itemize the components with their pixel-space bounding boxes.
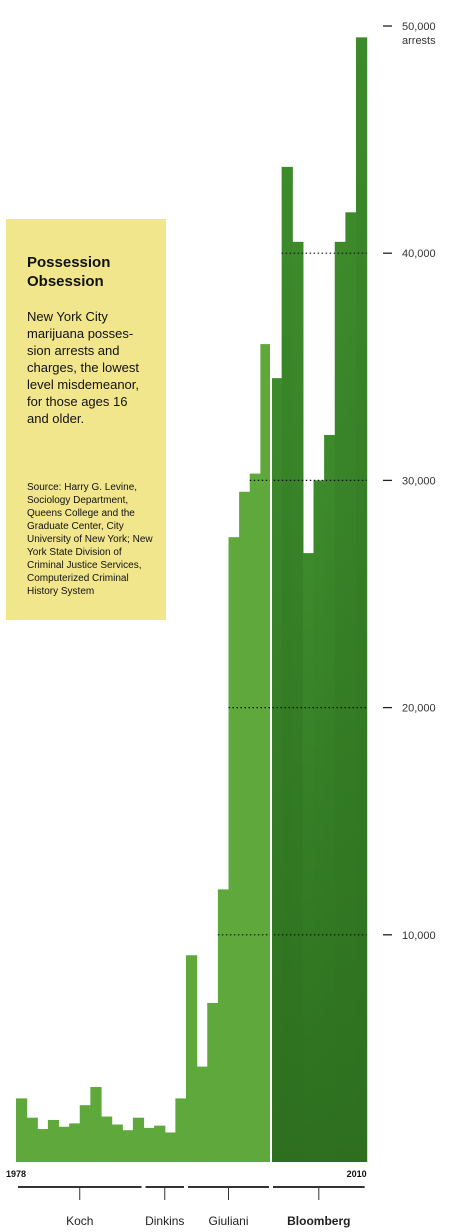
bar-2006 bbox=[313, 480, 325, 1162]
chart-title: Possession Obsession bbox=[27, 254, 111, 290]
bar-1989 bbox=[132, 1117, 145, 1162]
bar-2007 bbox=[324, 434, 336, 1163]
administration-brackets: Koch Dinkins Giuliani Bloomberg bbox=[18, 1186, 365, 1228]
x-axis: 1978 2010 bbox=[6, 1169, 367, 1179]
bar-1992 bbox=[164, 1132, 176, 1162]
bar-1994 bbox=[186, 955, 198, 1162]
bar-2008 bbox=[334, 241, 346, 1163]
admin-label-koch: Koch bbox=[66, 1214, 93, 1228]
gridlines bbox=[217, 252, 367, 936]
bar-1990 bbox=[143, 1127, 155, 1162]
bar-1991 bbox=[154, 1125, 166, 1162]
bar-1983 bbox=[69, 1123, 81, 1162]
admin-label-giuliani: Giuliani bbox=[208, 1214, 248, 1228]
bar-2009 bbox=[345, 212, 357, 1162]
bar-1987 bbox=[111, 1124, 123, 1162]
bar-1998 bbox=[228, 537, 240, 1162]
y-tick-label-10000: 10,000 bbox=[402, 930, 436, 942]
bar-1986 bbox=[101, 1116, 113, 1162]
bar-2005 bbox=[302, 553, 315, 1162]
bar-1978 bbox=[16, 1098, 28, 1162]
bar-1985 bbox=[90, 1087, 102, 1162]
bar-2003 bbox=[281, 166, 293, 1162]
bar-2001 bbox=[260, 344, 272, 1163]
bar-2004 bbox=[292, 241, 304, 1163]
bar-1984 bbox=[79, 1105, 91, 1162]
info-box: Possession Obsession New York City marij… bbox=[6, 219, 166, 620]
y-tick-label-30000: 30,000 bbox=[402, 475, 436, 487]
x-label-start: 1978 bbox=[6, 1169, 26, 1179]
bar-1995 bbox=[196, 1066, 208, 1162]
bar-1997 bbox=[217, 889, 230, 1162]
bar-1979 bbox=[26, 1117, 38, 1162]
bar-1981 bbox=[47, 1119, 60, 1162]
y-unit-label: arrests bbox=[402, 35, 436, 47]
bar-2010 bbox=[356, 37, 368, 1163]
bar-1996 bbox=[207, 1002, 219, 1162]
admin-label-bloomberg: Bloomberg bbox=[287, 1214, 350, 1228]
x-label-end: 2010 bbox=[347, 1169, 367, 1179]
bars bbox=[16, 37, 368, 1163]
bar-1993 bbox=[175, 1098, 187, 1162]
y-tick-label-50000: 50,000 bbox=[402, 21, 436, 33]
bar-1982 bbox=[58, 1126, 70, 1162]
bar-2000 bbox=[249, 473, 261, 1163]
bar-1988 bbox=[122, 1130, 134, 1162]
bar-1999 bbox=[239, 491, 251, 1162]
y-tick-label-40000: 40,000 bbox=[402, 248, 436, 260]
y-axis: 10,000 20,000 30,000 40,000 50,000 arrests bbox=[383, 21, 436, 942]
bar-2002 bbox=[271, 378, 283, 1162]
admin-label-dinkins: Dinkins bbox=[145, 1214, 184, 1228]
source-note: Source: Harry G. Levine, Sociology Depar… bbox=[27, 482, 153, 597]
bar-1980 bbox=[37, 1129, 49, 1162]
chart-description: New York City marijuana posses-sion arre… bbox=[27, 309, 140, 426]
y-tick-label-20000: 20,000 bbox=[402, 703, 436, 715]
